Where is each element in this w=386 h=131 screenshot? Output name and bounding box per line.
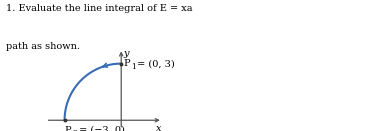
Text: 1: 1 <box>131 63 136 71</box>
Text: y: y <box>124 49 129 58</box>
Text: = (0, 3): = (0, 3) <box>134 59 175 68</box>
Text: path as shown.: path as shown. <box>6 42 80 51</box>
Text: P: P <box>124 59 130 68</box>
Text: = (−3, 0): = (−3, 0) <box>76 125 124 131</box>
Text: 1. Evaluate the line integral of E = xa: 1. Evaluate the line integral of E = xa <box>6 4 192 13</box>
Text: 2: 2 <box>72 129 77 131</box>
Text: x: x <box>156 124 162 131</box>
Text: P: P <box>64 125 71 131</box>
